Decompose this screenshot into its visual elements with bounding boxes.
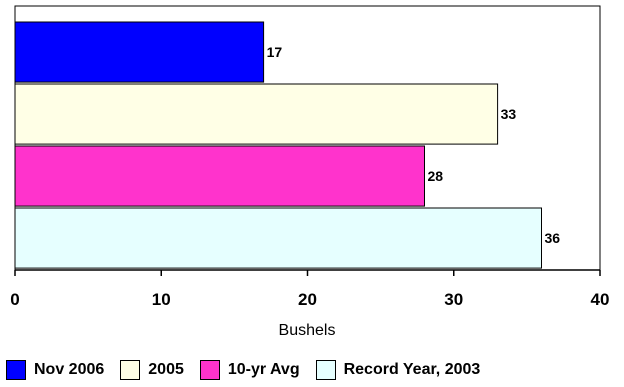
legend-swatch — [315, 360, 336, 380]
bar-2 — [14, 83, 499, 145]
x-tick-label: 0 — [10, 290, 19, 309]
data-label: 17 — [267, 44, 283, 60]
x-tick-label: 40 — [591, 290, 610, 309]
legend-swatch — [199, 360, 220, 380]
data-label: 28 — [428, 168, 444, 184]
legend-label: 10-yr Avg — [227, 361, 300, 378]
legend-label: 2005 — [148, 361, 184, 378]
legend-swatch — [120, 360, 141, 380]
x-tick-label: 10 — [152, 290, 171, 309]
x-tick-label: 30 — [444, 290, 463, 309]
legend: Nov 2006 2005 10-yr Avg Record Year, 200… — [6, 359, 618, 381]
bar-3 — [14, 145, 425, 207]
x-axis-label: Bushels — [279, 322, 336, 339]
legend-item-record-year-2003: Record Year, 2003 — [315, 360, 481, 380]
legend-label: Nov 2006 — [34, 361, 105, 378]
data-label: 36 — [545, 230, 561, 246]
x-tick-label: 20 — [298, 290, 317, 309]
legend-item-2005: 2005 — [120, 360, 184, 380]
legend-label: Record Year, 2003 — [343, 361, 481, 378]
legend-item-10-yr-avg: 10-yr Avg — [199, 360, 300, 380]
bar-4 — [14, 207, 542, 269]
legend-swatch — [6, 360, 26, 380]
bar-1 — [14, 21, 265, 83]
data-label: 33 — [501, 106, 517, 122]
bar-chart: 17 33 28 36 0 10 20 30 40 Bushels — [10, 5, 610, 339]
legend-item-nov-2006: Nov 2006 — [6, 360, 104, 380]
